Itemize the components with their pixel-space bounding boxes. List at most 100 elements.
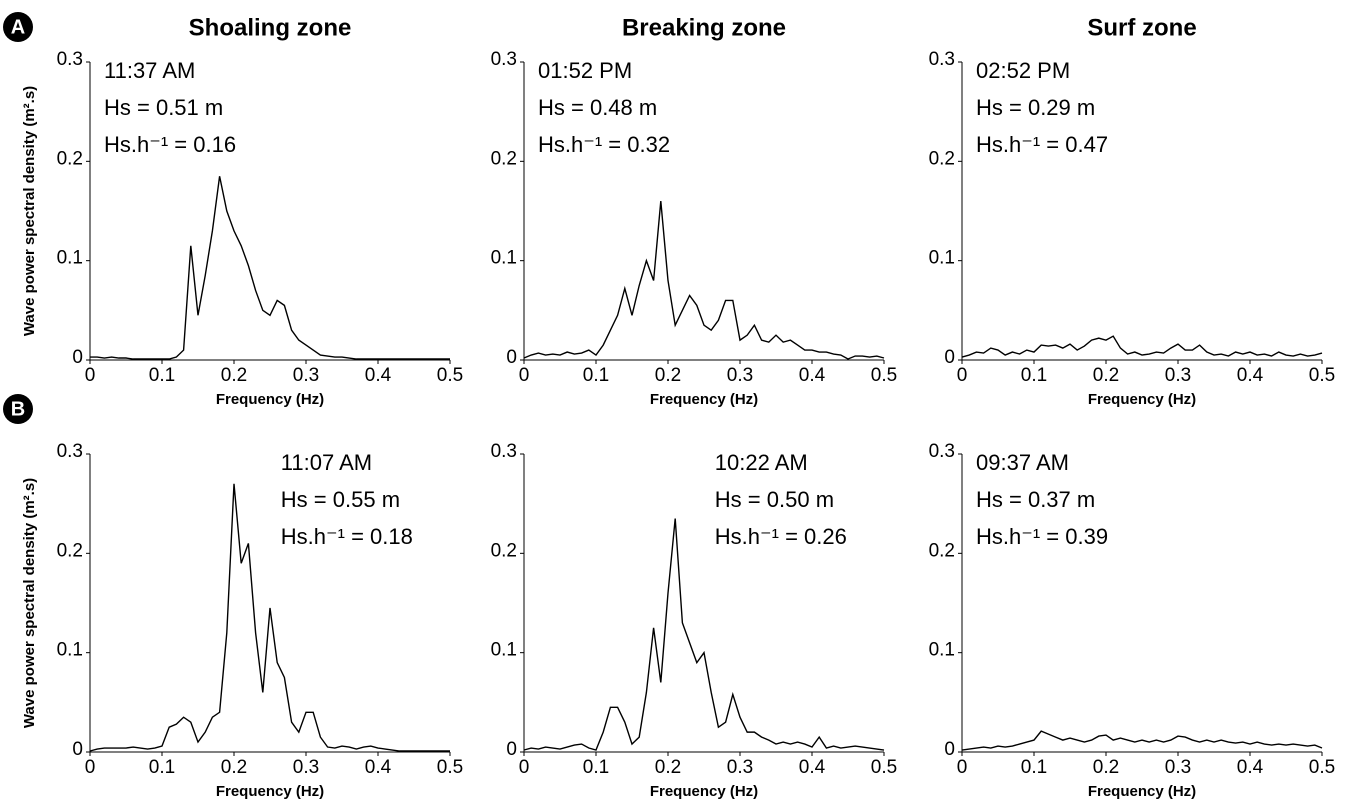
x-tick-label: 0 [957,757,968,778]
y-tick-label: 0 [506,347,517,368]
x-axis-label: Frequency (Hz) [650,783,758,800]
annotation: 11:37 AM [104,58,195,83]
x-tick-label: 0.2 [1093,365,1119,386]
x-tick-label: 0 [519,365,530,386]
y-tick-label: 0.3 [491,441,517,462]
x-tick-label: 0 [957,365,968,386]
y-tick-label: 0.3 [929,49,955,70]
spectrum-line [90,176,450,360]
x-tick-label: 0.3 [293,365,319,386]
x-tick-label: 0.2 [655,757,681,778]
y-tick-label: 0 [944,739,955,760]
y-tick-label: 0.1 [57,640,83,661]
annotation: Hs = 0.29 m [976,95,1095,120]
x-axis-label: Frequency (Hz) [1088,391,1196,408]
x-tick-label: 0.5 [871,757,897,778]
spectrum-line [89,483,450,752]
spectrum-line [961,335,1323,358]
annotation: Hs.h⁻¹ = 0.18 [281,524,413,549]
y-tick-label: 0.2 [57,540,83,561]
spectrum-line [523,518,885,751]
y-tick-label: 0.1 [491,248,517,269]
annotation: Hs.h⁻¹ = 0.32 [538,132,670,157]
y-tick-label: 0.2 [929,148,955,169]
annotation: Hs = 0.37 m [976,487,1095,512]
annotation: Hs.h⁻¹ = 0.47 [976,132,1108,157]
x-tick-label: 0.1 [1021,365,1047,386]
annotation: Hs = 0.51 m [104,95,223,120]
x-tick-label: 0.4 [799,365,826,386]
annotation: Hs.h⁻¹ = 0.39 [976,524,1108,549]
y-tick-label: 0 [944,347,955,368]
x-tick-label: 0.4 [1237,757,1264,778]
x-tick-label: 0.5 [871,365,897,386]
x-axis-label: Frequency (Hz) [216,391,324,408]
annotation: Hs.h⁻¹ = 0.26 [715,524,847,549]
annotation: 11:07 AM [281,450,372,475]
annotation: 10:22 AM [715,450,808,475]
annotation: 02:52 PM [976,58,1070,83]
y-tick-label: 0.1 [57,248,83,269]
annotation: 09:37 AM [976,450,1069,475]
annotation: Hs.h⁻¹ = 0.16 [104,132,236,157]
x-axis-label: Frequency (Hz) [1088,783,1196,800]
y-tick-label: 0.2 [57,148,83,169]
panel-title: Breaking zone [622,14,786,41]
x-axis-label: Frequency (Hz) [650,391,758,408]
x-tick-label: 0.2 [1093,757,1119,778]
x-tick-label: 0.1 [149,757,175,778]
x-tick-label: 0.2 [221,365,247,386]
x-tick-label: 0 [85,757,96,778]
x-tick-label: 0 [85,365,96,386]
x-tick-label: 0.4 [1237,365,1264,386]
y-tick-label: 0.3 [57,49,83,70]
panel-title: Surf zone [1087,14,1196,41]
x-tick-label: 0.4 [799,757,826,778]
x-tick-label: 0.5 [437,365,463,386]
x-tick-label: 0.4 [365,365,392,386]
panel-title: Shoaling zone [189,14,352,41]
panel-label: A [11,16,25,38]
y-axis-label: Wave power spectral density (m².s) [21,86,38,336]
annotation: Hs = 0.50 m [715,487,834,512]
x-tick-label: 0.3 [1165,365,1191,386]
x-tick-label: 0.3 [727,757,753,778]
x-tick-label: 0.5 [437,757,463,778]
y-tick-label: 0.2 [929,540,955,561]
y-tick-label: 0.2 [491,540,517,561]
x-tick-label: 0.5 [1309,365,1335,386]
annotation: 01:52 PM [538,58,632,83]
x-tick-label: 0.1 [149,365,175,386]
y-tick-label: 0 [72,739,83,760]
annotation: Hs = 0.48 m [538,95,657,120]
x-tick-label: 0.2 [655,365,681,386]
x-axis-label: Frequency (Hz) [216,783,324,800]
x-tick-label: 0.3 [727,365,753,386]
y-tick-label: 0.1 [929,640,955,661]
y-tick-label: 0.2 [491,148,517,169]
y-tick-label: 0 [72,347,83,368]
y-tick-label: 0.1 [491,640,517,661]
spectrum-line [961,730,1323,751]
x-tick-label: 0.5 [1309,757,1335,778]
annotation: Hs = 0.55 m [281,487,400,512]
x-tick-label: 0.2 [221,757,247,778]
spectrum-line [523,201,885,360]
x-tick-label: 0.1 [583,365,609,386]
y-tick-label: 0 [506,739,517,760]
y-tick-label: 0.1 [929,248,955,269]
panel-badge [3,394,33,424]
x-tick-label: 0.1 [1021,757,1047,778]
panel-badge [3,12,33,42]
y-tick-label: 0.3 [57,441,83,462]
x-tick-label: 0 [519,757,530,778]
panel-label: B [11,398,25,420]
x-tick-label: 0.4 [365,757,392,778]
x-tick-label: 0.3 [293,757,319,778]
y-axis-label: Wave power spectral density (m².s) [21,478,38,728]
y-tick-label: 0.3 [491,49,517,70]
x-tick-label: 0.3 [1165,757,1191,778]
y-tick-label: 0.3 [929,441,955,462]
